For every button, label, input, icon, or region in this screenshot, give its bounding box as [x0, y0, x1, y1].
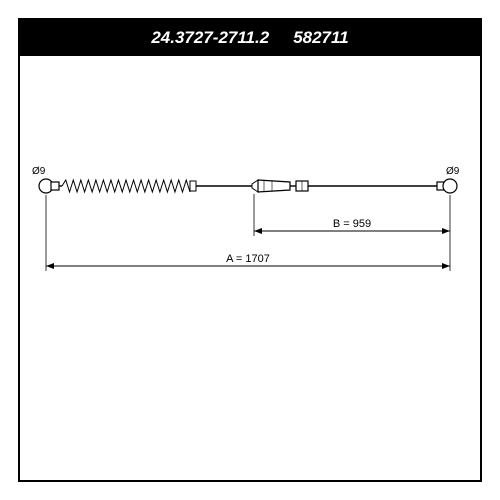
part-code: 582711	[293, 28, 348, 48]
title-bar: 24.3727-2711.2 582711	[20, 20, 480, 56]
drawing-frame: 24.3727-2711.2 582711 Ø9 Ø9 B = 959 A = 170…	[18, 18, 482, 482]
diameter-right-label: Ø9	[446, 166, 460, 177]
dimension-b-label: B = 959	[333, 218, 371, 230]
drawing-area: Ø9 Ø9 B = 959 A = 1707	[20, 56, 480, 480]
dimension-a-label: A = 1707	[226, 253, 270, 265]
part-number: 24.3727-2711.2	[151, 28, 269, 48]
technical-drawing: Ø9 Ø9 B = 959 A = 1707	[20, 56, 476, 476]
diameter-left-label: Ø9	[32, 166, 46, 177]
